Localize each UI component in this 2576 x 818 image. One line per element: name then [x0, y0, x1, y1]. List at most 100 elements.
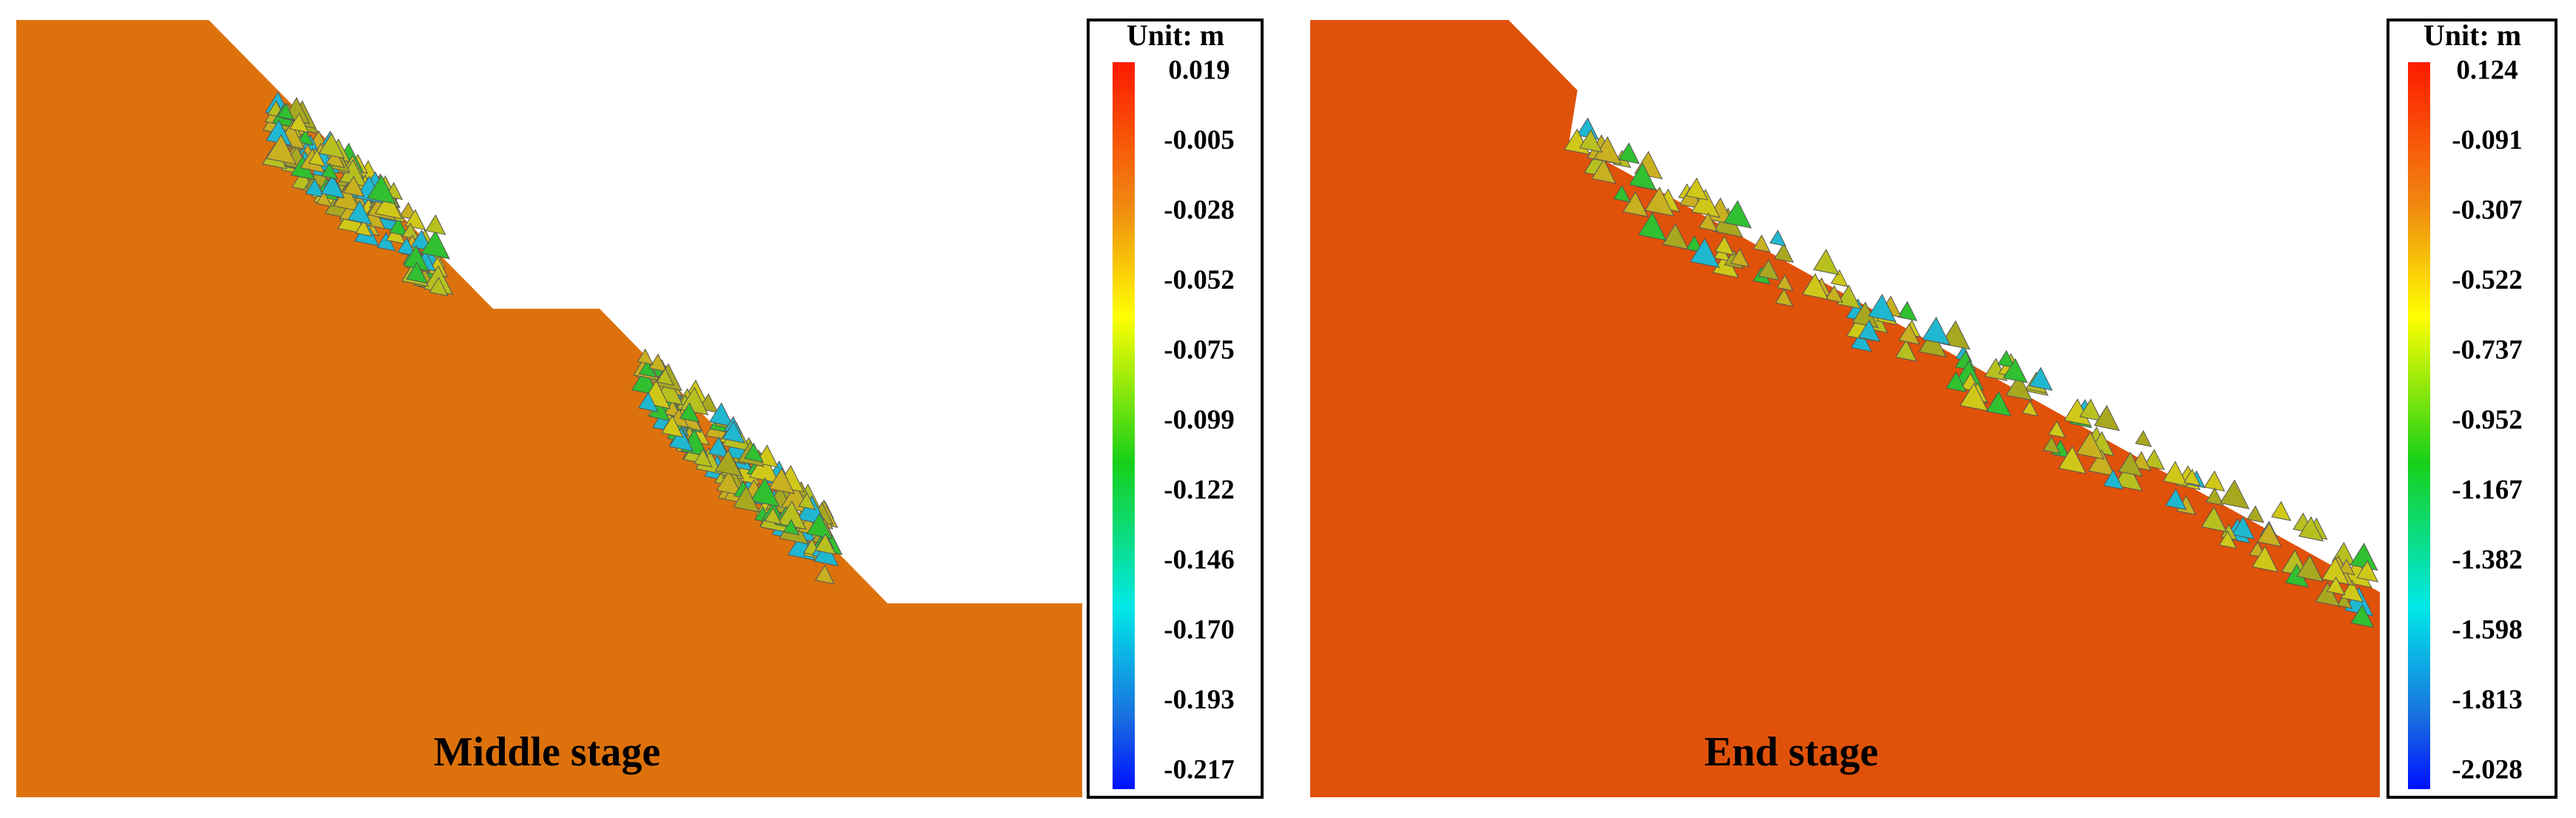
debris-block [2231, 516, 2255, 540]
colorbar-label: -2.028 [2452, 754, 2523, 785]
debris-block [637, 392, 659, 412]
debris-block [318, 133, 345, 159]
debris-block [716, 469, 742, 496]
colorbar-label: -0.005 [1164, 125, 1235, 155]
panel-caption: Middle stage [434, 729, 660, 775]
debris-block [325, 148, 346, 169]
debris-block [2076, 431, 2105, 460]
debris-block [1940, 320, 1970, 350]
debris-block [2144, 449, 2165, 471]
colorbar [2408, 62, 2430, 789]
debris-block [266, 134, 297, 165]
debris-block [2042, 436, 2061, 455]
colorbar-label: -0.028 [1164, 195, 1235, 225]
debris-block [1769, 229, 1787, 247]
debris-block [798, 492, 816, 511]
debris-block [1831, 269, 1849, 287]
debris-block [289, 113, 309, 133]
debris-block [2028, 366, 2053, 391]
debris-block [1637, 212, 1667, 241]
debris-block [743, 442, 764, 463]
debris-block [708, 436, 730, 458]
debris-block [1985, 391, 2012, 417]
debris-block [343, 175, 365, 198]
debris-block [764, 506, 782, 525]
debris-block [1918, 329, 1947, 358]
colorbar-label: -0.193 [1164, 685, 1235, 715]
debris-block [1825, 284, 1844, 304]
debris-block [2315, 581, 2341, 607]
colorbar-label: -0.170 [1164, 614, 1235, 645]
debris-block [814, 564, 835, 585]
colorbar-label: -0.122 [1164, 475, 1235, 505]
debris-block [1618, 142, 1640, 164]
debris-block [376, 232, 397, 252]
debris-block [1723, 200, 1752, 229]
debris-block [661, 415, 684, 438]
debris-block [1802, 272, 1829, 300]
colorbar-label: -0.952 [2452, 405, 2523, 435]
debris-block [2298, 516, 2324, 542]
debris-block [1959, 382, 1989, 412]
debris-block [2341, 579, 2364, 603]
debris-block [2296, 554, 2324, 583]
debris-block [806, 512, 833, 540]
colorbar-label: -1.167 [2452, 475, 2523, 505]
debris-block [2002, 358, 2028, 383]
colorbar-label: -0.091 [2452, 125, 2523, 155]
colorbar-label: -0.217 [1164, 754, 1235, 785]
debris-block [2219, 479, 2250, 510]
debris-block [1698, 212, 1718, 232]
debris-block [1774, 288, 1794, 307]
debris-block [679, 402, 700, 423]
debris-block [1997, 349, 2016, 369]
debris-block [2271, 500, 2292, 521]
debris-block [2087, 449, 2116, 477]
debris-block [1945, 371, 1968, 393]
debris-block [2103, 469, 2124, 490]
debris-block [714, 449, 742, 477]
debris-block [1662, 223, 1689, 250]
debris-block [1897, 301, 1918, 321]
debris-block [2022, 400, 2039, 417]
colorbar-label: -1.813 [2452, 685, 2523, 715]
debris-block [2338, 558, 2355, 576]
debris [261, 91, 2379, 628]
debris-block [1895, 339, 1918, 362]
debris-block [750, 477, 780, 507]
colorbar-label: -0.052 [1164, 265, 1235, 295]
debris-block [277, 102, 295, 121]
debris-block [2005, 374, 2033, 401]
debris-block [1629, 162, 1657, 191]
panel-caption: End stage [1705, 729, 1879, 775]
debris-block [2256, 522, 2282, 547]
debris-block [321, 162, 339, 180]
debris-block [2058, 446, 2087, 475]
debris-block [2356, 560, 2379, 583]
debris-block [722, 420, 745, 444]
debris-block [1774, 243, 1794, 264]
colorbar-label: -0.099 [1164, 405, 1235, 435]
colorbar-title: Unit: m [1127, 19, 1224, 52]
debris-block [2201, 506, 2227, 532]
slope-model [16, 20, 1082, 797]
debris-block [1776, 274, 1794, 292]
colorbar-label: 0.019 [1168, 55, 1230, 85]
debris-block [1858, 319, 1881, 342]
debris-block [1579, 129, 1603, 153]
debris-block [2350, 604, 2375, 628]
debris-block [694, 449, 713, 468]
debris-block [321, 174, 345, 199]
debris-block [1685, 177, 1708, 201]
debris-block [2251, 546, 2279, 573]
debris-block [2079, 398, 2102, 422]
colorbar-label: -0.146 [1164, 545, 1235, 575]
colorbar-title: Unit: m [2424, 19, 2521, 52]
debris-block [1593, 136, 1622, 165]
debris-block [2183, 469, 2201, 486]
debris-block [2135, 430, 2153, 447]
debris-block [1757, 258, 1780, 281]
debris-block [733, 485, 760, 513]
debris-block [2093, 405, 2120, 432]
debris-block [2218, 530, 2238, 549]
